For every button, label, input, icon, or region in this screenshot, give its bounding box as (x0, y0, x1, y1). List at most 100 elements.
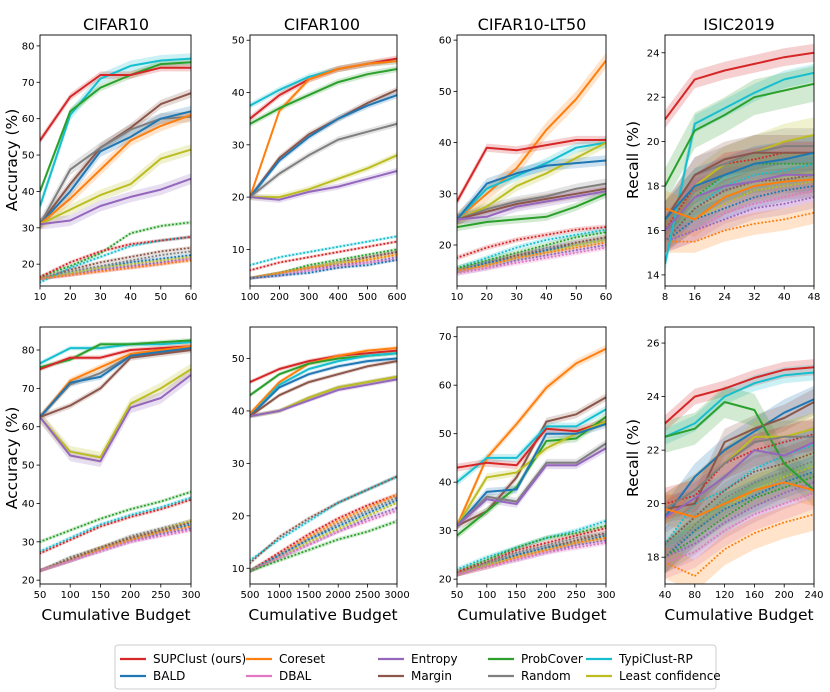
legend-item-margin: Margin (378, 669, 452, 683)
band-margin-dotted (40, 246, 191, 281)
band-bald-solid (457, 420, 606, 530)
y-tick-label: 40 (232, 88, 245, 99)
x-tick-label: 48 (808, 292, 821, 303)
legend-frame (114, 644, 717, 690)
x-tick-label: 24 (718, 292, 731, 303)
band-supclust-dotted (665, 418, 814, 520)
xlabel-cifar10: Cumulative Budget (41, 606, 190, 624)
line-typiclust-dotted (250, 475, 397, 562)
y-tick-label: 30 (22, 223, 35, 234)
y-tick-label: 60 (439, 381, 452, 392)
x-tick-label: 200 (121, 590, 140, 601)
x-tick-label: 2000 (325, 590, 350, 601)
y-tick-label: 20 (647, 137, 660, 148)
band-typiclust-solid (40, 340, 191, 366)
x-tick-label: 10 (451, 292, 464, 303)
legend-label: BALD (153, 669, 185, 683)
y-tick-label: 30 (439, 526, 452, 537)
band-random-dotted (665, 444, 814, 574)
line-margin-solid (457, 187, 606, 221)
band-supclust-solid (665, 43, 814, 129)
band-leastconf-solid (250, 152, 397, 201)
x-tick-label: 100 (61, 590, 80, 601)
y-tick-label: 14 (647, 270, 660, 281)
chart-panels: 10 20 30 40 50 60 20 30 40 50 60 70 80 100 200 300 400 50… (22, 34, 824, 601)
band-bald-dotted (665, 174, 814, 253)
plot-area (665, 359, 814, 584)
x-tick-label: 40 (778, 292, 791, 303)
x-tick-label: 10 (34, 292, 47, 303)
band-margin-solid (250, 86, 397, 201)
line-coreset-dotted (250, 493, 397, 572)
line-supclust-dotted (40, 235, 191, 278)
line-random-dotted (457, 532, 606, 576)
band-probcover-dotted (250, 519, 397, 573)
x-tick-label: 300 (299, 292, 318, 303)
legend-label: ProbCover (521, 652, 583, 666)
bottom-row-ylabel: Accuracy (%) (3, 407, 21, 510)
y-tick-label: 50 (22, 151, 35, 162)
line-margin-solid (250, 360, 397, 418)
band-supclust-dotted (457, 525, 606, 575)
y-tick-label: 26 (647, 339, 660, 350)
x-tick-label: 600 (387, 292, 406, 303)
y-tick-label: 40 (22, 499, 35, 510)
axes-frame (39, 326, 192, 585)
band-margin-dotted (457, 530, 606, 577)
band-coreset-solid (40, 109, 191, 230)
line-random-dotted (40, 519, 191, 572)
x-tick-label: 500 (240, 590, 259, 601)
line-entropy-solid (457, 190, 606, 221)
y-tick-label: 50 (439, 429, 452, 440)
line-bald-dotted (250, 258, 397, 280)
legend-item-probcover: ProbCover (488, 652, 583, 666)
line-coreset-solid (40, 345, 191, 418)
line-probcover-dotted (250, 520, 397, 572)
panel-cifar100-top: 100 200 300 400 500 600 10 20 30 40 50 (232, 34, 407, 303)
line-random-dotted (250, 496, 397, 572)
legend-item-supclust: SUPClust (ours) (120, 652, 246, 666)
y-tick-label: 50 (232, 354, 245, 365)
line-typiclust-solid (665, 71, 814, 265)
legend-item-typiclust: TypiClust-RP (586, 652, 693, 666)
axes-frame (456, 326, 607, 585)
plot-area (40, 338, 191, 573)
line-entropy-solid (250, 378, 397, 418)
y-tick-label: 80 (22, 346, 35, 357)
column-title-isic2019: ISIC2019 (703, 15, 774, 34)
line-dbal-dotted (40, 529, 191, 572)
line-entropy-solid (665, 441, 814, 518)
line-entropy-dotted (665, 196, 814, 243)
x-tick-label: 200 (270, 292, 289, 303)
line-supclust-solid (40, 66, 191, 142)
line-coreset-dotted (250, 253, 397, 280)
line-probcover-dotted (40, 490, 191, 543)
legend-label: Margin (411, 669, 452, 683)
legend-label: TypiClust-RP (618, 652, 693, 666)
y-tick-label: 60 (439, 36, 452, 47)
band-typiclust-dotted (665, 152, 814, 253)
line-typiclust-solid (250, 352, 397, 417)
legend-label: Entropy (411, 652, 458, 666)
y-tick-label: 18 (647, 182, 660, 193)
y-tick-label: 30 (232, 459, 245, 470)
line-margin-dotted (250, 475, 397, 564)
line-margin-solid (250, 88, 397, 198)
x-tick-label: 160 (745, 590, 764, 601)
band-random-solid (665, 128, 814, 238)
y-tick-label: 40 (439, 478, 452, 489)
line-probcover-dotted (250, 248, 397, 280)
line-entropy-solid (40, 177, 191, 226)
band-dbal-dotted (665, 476, 814, 579)
line-margin-dotted (40, 521, 191, 572)
line-bald-dotted (250, 499, 397, 572)
x-tick-label: 250 (151, 590, 170, 601)
x-tick-label: 32 (748, 292, 761, 303)
line-bald-dotted (665, 185, 814, 243)
band-margin-dotted (665, 163, 814, 253)
panel-cifar100-bottom: 500 1000 1500 2000 2500 3000 10 20 30 40 50 (232, 326, 410, 601)
line-probcover-solid (40, 61, 191, 192)
line-typiclust-solid (40, 57, 191, 207)
column-titles: CIFAR10 CIFAR100 CIFAR10-LT50 ISIC2019 (83, 15, 775, 34)
band-leastconf-dotted (665, 170, 814, 253)
